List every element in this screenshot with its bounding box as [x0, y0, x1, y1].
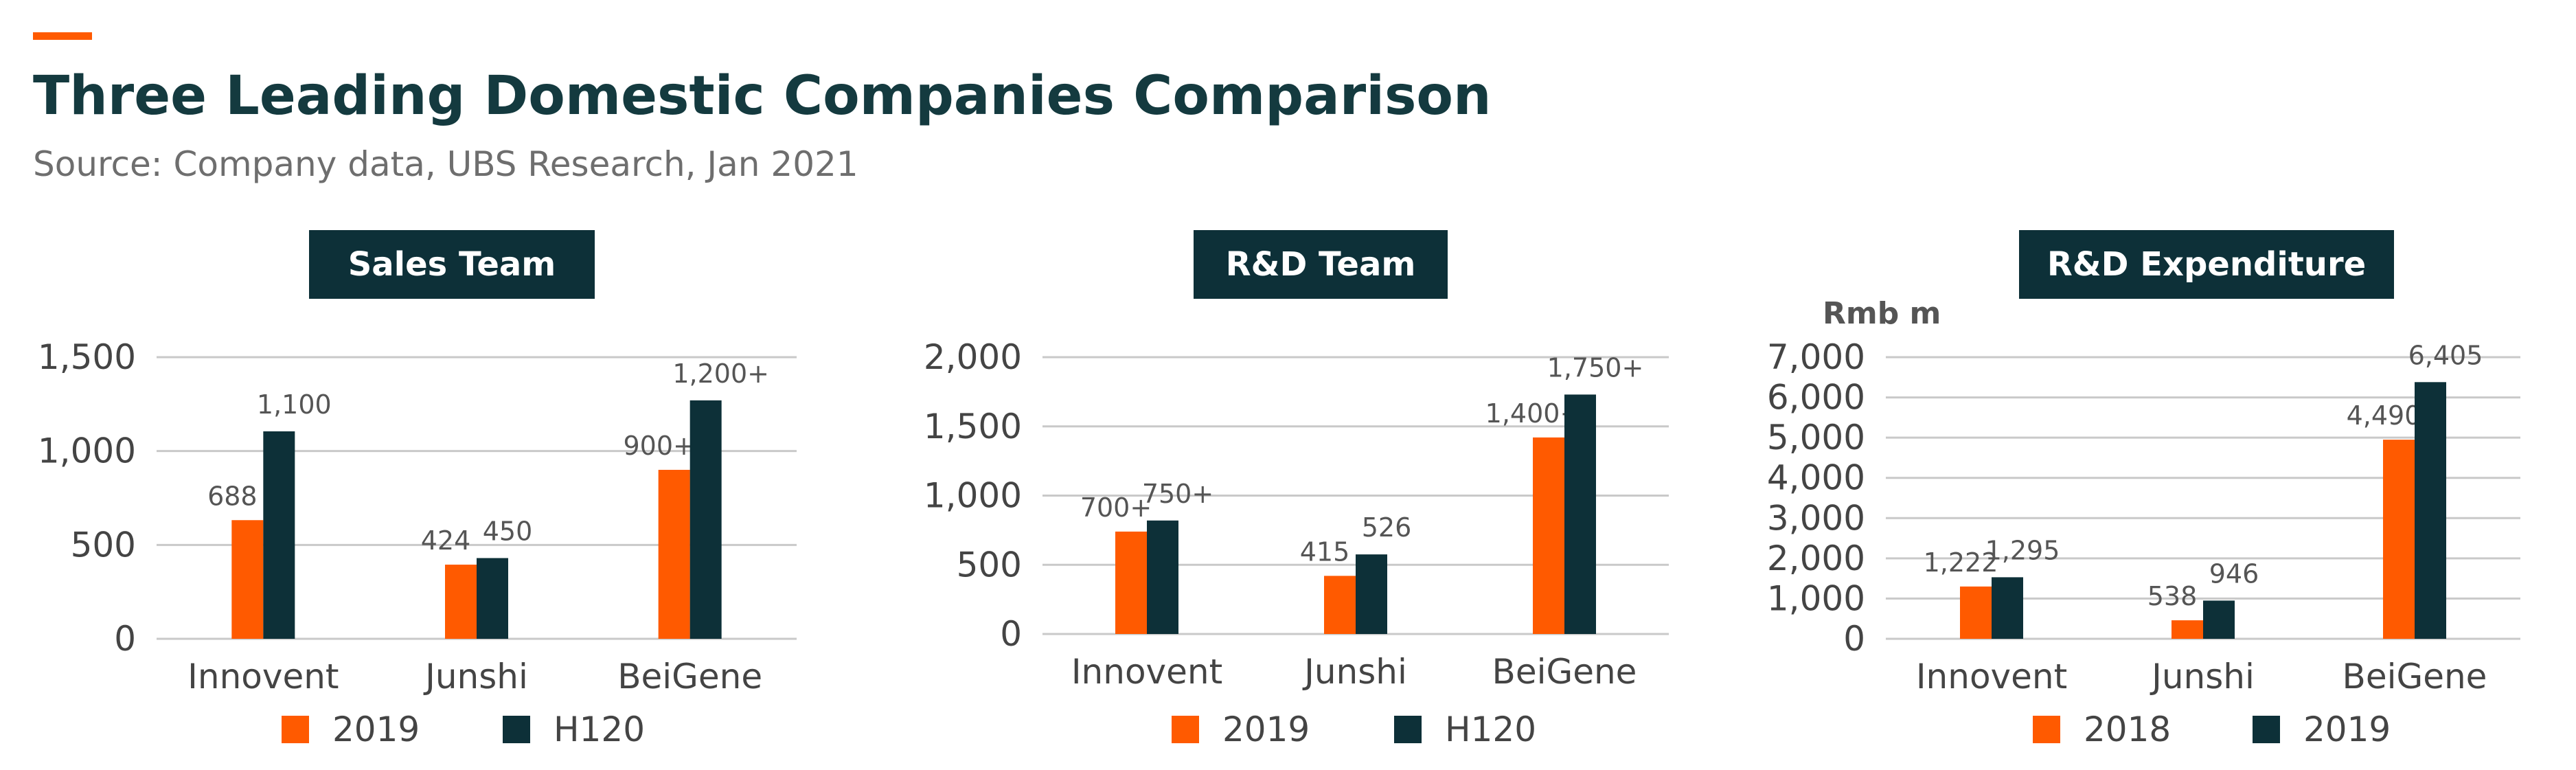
data-label: 750+: [1142, 479, 1213, 509]
bar-2019-beigene: [2415, 382, 2446, 639]
x-tick-label: Innovent: [187, 657, 339, 697]
y-tick-label: 0: [1000, 614, 1022, 654]
data-label: 450: [483, 516, 533, 546]
y-tick-label: 4,000: [1767, 458, 1865, 498]
data-label: 4,490: [2347, 400, 2421, 431]
data-label: 1,100: [257, 389, 332, 420]
data-label: 526: [1362, 512, 1412, 543]
title-accent-bar: [33, 32, 92, 40]
bar-2019-innovent: [1115, 531, 1147, 634]
bar-2019-innovent: [231, 520, 264, 639]
chart-rd-team: 0 500 1,000 1,500 2,000 700+750+ Innovent 415 52…: [924, 337, 1669, 692]
y-tick-label: 1,500: [924, 407, 1022, 446]
y-tick-label: 1,000: [38, 431, 136, 471]
page-subtitle: Source: Company data, UBS Research, Jan …: [33, 144, 858, 184]
chart-sales-team: 0 500 1,000 1,500 688 1,100 Innovent 424 450 Juns…: [38, 337, 797, 697]
y-tick-label: 1,000: [1767, 578, 1865, 618]
data-label: 700+: [1080, 492, 1152, 523]
legend-item-series-2: H120: [503, 710, 645, 749]
chart-panel-sales-team: Sales Team 0 500 1,000 1,500 688 1,100 Innoven…: [14, 230, 852, 770]
data-label: 1,295: [1985, 535, 2060, 565]
legend-label: H120: [554, 710, 646, 749]
y-tick-label: 3,000: [1767, 498, 1865, 538]
page-title: Three Leading Domestic Companies Compari…: [33, 65, 1492, 127]
legend-swatch: [282, 716, 309, 743]
legend-swatch: [2033, 716, 2060, 743]
data-label: 1,750+: [1547, 352, 1644, 383]
x-tick-label: BeiGene: [617, 657, 762, 697]
data-label: 6,405: [2408, 340, 2483, 370]
data-label: 538: [2147, 581, 2198, 611]
legend-label: 2019: [2303, 710, 2391, 749]
x-tick-label: Junshi: [2150, 657, 2255, 697]
bar-2018-beigene: [2383, 440, 2415, 639]
bar-h120-junshi: [477, 558, 508, 639]
bar-h120-junshi: [1356, 554, 1387, 634]
legend-label: 2019: [332, 710, 420, 749]
bar-h120-beigene: [689, 400, 722, 639]
legend-label: H120: [1445, 710, 1537, 749]
legend-swatch: [2253, 716, 2280, 743]
legend-item-series-1: 2018: [2033, 710, 2171, 749]
legend-item-series-2: 2019: [2253, 710, 2391, 749]
y-tick-label: 7,000: [1767, 337, 1865, 377]
data-label: 1,222: [1924, 547, 1998, 578]
bar-2019-beigene: [1533, 437, 1564, 634]
legend-label: 2018: [2084, 710, 2172, 749]
data-label: 688: [207, 481, 258, 511]
bar-2019-innovent: [1992, 577, 2023, 639]
data-label: 900+: [623, 431, 694, 461]
x-tick-label: Innovent: [1916, 657, 2067, 697]
bar-2019-junshi: [445, 565, 477, 639]
bar-2018-junshi: [2172, 620, 2203, 639]
bar-2018-innovent: [1960, 586, 1992, 639]
legend-swatch: [1172, 716, 1199, 743]
legend-label: 2019: [1222, 710, 1310, 749]
y-tick-label: 1,500: [38, 337, 136, 377]
y-tick-label: 2,000: [924, 337, 1022, 377]
bar-h120-beigene: [1564, 394, 1596, 634]
x-tick-label: BeiGene: [2343, 657, 2487, 697]
x-tick-label: BeiGene: [1492, 652, 1637, 692]
bar-2019-junshi: [2203, 600, 2235, 639]
legend-item-series-1: 2019: [1172, 710, 1310, 749]
legend-item-series-2: H120: [1394, 710, 1536, 749]
bar-2019-beigene: [658, 470, 690, 639]
y-tick-label: 0: [114, 619, 136, 659]
legend-swatch: [1394, 716, 1422, 743]
y-tick-label: 500: [957, 545, 1022, 585]
chart-panel-rd-team: R&D Team 0 500 1,000 1,500 2,000 700+ 750+ Inno…: [886, 230, 1724, 770]
y-axis-unit-label: Rmb m: [1823, 296, 1941, 331]
legend-swatch: [503, 716, 530, 743]
y-tick-label: 500: [71, 525, 136, 565]
data-label: 946: [2209, 558, 2259, 589]
x-tick-label: Innovent: [1071, 652, 1222, 692]
data-label: 424: [421, 525, 471, 556]
data-label: 415: [1300, 536, 1350, 567]
chart-title: Sales Team: [309, 230, 595, 299]
y-tick-label: 6,000: [1767, 378, 1865, 418]
x-tick-label: Junshi: [423, 657, 528, 697]
bar-h120-innovent: [263, 431, 295, 639]
bar-2019-junshi: [1324, 576, 1356, 634]
chart-panel-rd-expenditure: R&D Expenditure Rmb m 0 1,000 2,000 3,000 4,…: [1737, 230, 2575, 770]
y-tick-label: 0: [1843, 619, 1865, 659]
chart-title: R&D Expenditure: [2019, 230, 2394, 299]
x-tick-label: Junshi: [1302, 652, 1407, 692]
legend-item-series-1: 2019: [282, 710, 420, 749]
chart-title: R&D Team: [1194, 230, 1448, 299]
bar-h120-innovent: [1147, 520, 1178, 634]
data-label: 1,200+: [672, 359, 769, 389]
y-tick-label: 5,000: [1767, 418, 1865, 457]
y-tick-label: 1,000: [924, 476, 1022, 516]
y-tick-label: 2,000: [1767, 539, 1865, 578]
